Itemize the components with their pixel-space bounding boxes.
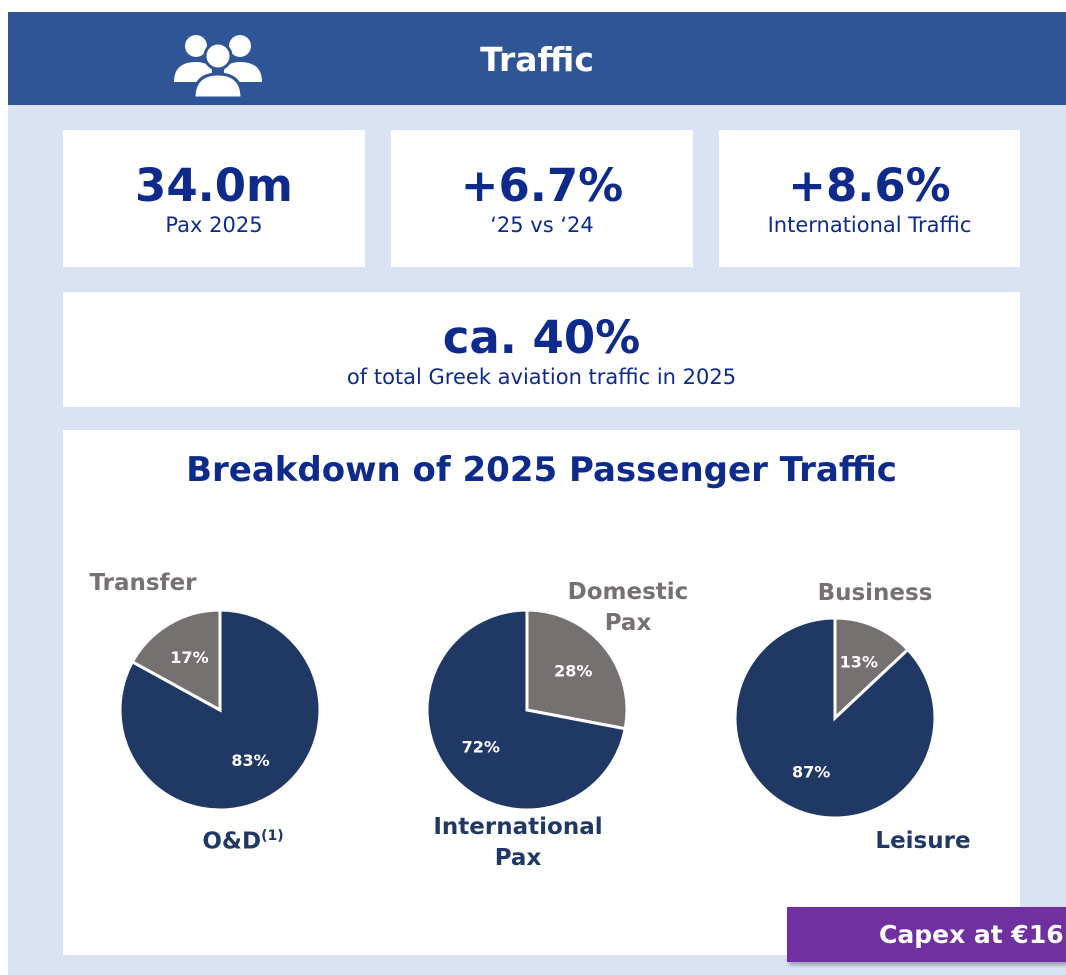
share-card: ca. 40% of total Greek aviation traffic …	[63, 292, 1020, 407]
kpi-card: 34.0m Pax 2025	[63, 130, 365, 267]
category-label: O&D(1)	[188, 821, 298, 858]
category-label: Leisure	[863, 826, 983, 857]
kpi-value: +8.6%	[788, 159, 951, 212]
share-value: ca. 40%	[442, 311, 641, 364]
header: Traffic	[8, 12, 1066, 105]
value-label: 72%	[462, 738, 500, 757]
kpi-value: 34.0m	[135, 159, 293, 212]
category-label: Business	[800, 578, 950, 609]
category-name: Leisure	[875, 828, 971, 854]
category-label: Transfer	[78, 568, 208, 599]
value-label: 87%	[792, 763, 830, 782]
people-icon	[174, 35, 262, 100]
breakdown-card: Breakdown of 2025 Passenger Traffic 83% 1…	[63, 430, 1020, 955]
header-title: Traffic	[480, 40, 594, 79]
kpi-label: ‘25 vs ‘24	[490, 213, 594, 237]
kpi-value: +6.7%	[460, 159, 624, 212]
pie-slice	[130, 608, 222, 713]
category-name: International Pax	[433, 814, 603, 871]
breakdown-title: Breakdown of 2025 Passenger Traffic	[186, 450, 897, 490]
value-label: 28%	[554, 661, 592, 680]
category-name: O&D	[202, 828, 262, 855]
category-name: Transfer	[89, 570, 197, 596]
pie-slice	[733, 616, 937, 820]
kpi-label: International Traffic	[767, 213, 972, 237]
pie-slice	[425, 608, 627, 812]
value-label: 17%	[170, 648, 208, 667]
pie-slice	[525, 608, 629, 731]
category-name: Domestic Pax	[567, 579, 689, 636]
category-label: Domestic Pax	[543, 577, 713, 639]
kpi-card: +8.6% International Traffic	[719, 130, 1020, 267]
category-name: Business	[817, 580, 933, 606]
category-label: International Pax	[418, 812, 618, 874]
category-mark: (1)	[261, 828, 284, 844]
value-label: 83%	[231, 751, 269, 770]
value-label: 13%	[840, 652, 878, 671]
kpi-label: Pax 2025	[165, 213, 263, 237]
kpi-card: +6.7% ‘25 vs ‘24	[391, 130, 693, 267]
share-label: of total Greek aviation traffic in 2025	[346, 365, 737, 389]
capex-banner: Capex at €16	[787, 907, 1066, 962]
pie-charts: 83% 17% 28% 72% 13% 87%	[118, 608, 937, 820]
pie-slice	[833, 616, 911, 722]
